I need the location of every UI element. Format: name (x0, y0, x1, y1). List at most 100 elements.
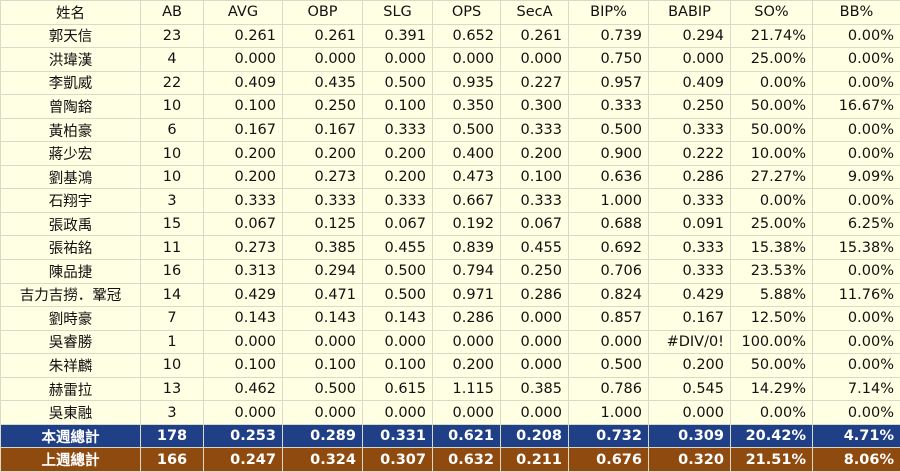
stat-cell: 0.706 (569, 260, 649, 284)
column-header: SecA (501, 1, 569, 25)
stat-cell: 20.42% (731, 424, 813, 448)
stat-cell: 0.00% (813, 48, 900, 72)
stat-cell: 0.000 (433, 401, 501, 425)
stat-cell: 16.67% (813, 95, 900, 119)
stat-cell: 0.333 (283, 189, 363, 213)
player-name: 本週總計 (1, 424, 141, 448)
stat-cell: 0.429 (649, 283, 731, 307)
stat-cell: 0.333 (649, 118, 731, 142)
player-name: 曾陶鎔 (1, 95, 141, 119)
stat-cell: 15.38% (813, 236, 900, 260)
stat-cell: 14.29% (731, 377, 813, 401)
stat-cell: 0.100 (204, 354, 283, 378)
stat-cell: 50.00% (731, 95, 813, 119)
stat-cell: 0.500 (433, 118, 501, 142)
stat-cell: 100.00% (731, 330, 813, 354)
stat-cell: 7 (141, 307, 204, 331)
stat-cell: 25.00% (731, 212, 813, 236)
stat-cell: 0.333 (501, 118, 569, 142)
stat-cell: 23.53% (731, 260, 813, 284)
stat-cell: 0.00% (731, 189, 813, 213)
stat-cell: 0.222 (649, 142, 731, 166)
stat-cell: 0.000 (501, 401, 569, 425)
stat-cell: 0.455 (501, 236, 569, 260)
stat-cell: 0.971 (433, 283, 501, 307)
stat-cell: 10 (141, 142, 204, 166)
player-name: 郭天信 (1, 24, 141, 48)
stat-cell: 0.200 (283, 142, 363, 166)
stat-cell: 0.409 (649, 71, 731, 95)
stat-cell: 0.676 (569, 448, 649, 472)
stat-cell: 0.455 (363, 236, 433, 260)
stat-cell: 0.167 (204, 118, 283, 142)
stat-cell: 12.50% (731, 307, 813, 331)
stat-cell: 50.00% (731, 118, 813, 142)
stat-cell: 0.00% (813, 354, 900, 378)
stat-cell: 0.200 (363, 165, 433, 189)
stat-cell: 14 (141, 283, 204, 307)
stat-cell: 0.00% (813, 189, 900, 213)
player-name: 吉力吉撈．鞏冠 (1, 283, 141, 307)
stat-cell: 0.409 (204, 71, 283, 95)
stat-cell: 0.636 (569, 165, 649, 189)
stat-cell: 0.261 (204, 24, 283, 48)
player-name: 劉時豪 (1, 307, 141, 331)
stat-cell: 0.294 (283, 260, 363, 284)
stat-cell: 16 (141, 260, 204, 284)
player-name: 陳品捷 (1, 260, 141, 284)
stat-cell: 0.091 (649, 212, 731, 236)
column-header: AVG (204, 1, 283, 25)
stat-cell: 0.300 (501, 95, 569, 119)
stat-cell: 0.200 (433, 354, 501, 378)
stat-cell: 0.261 (283, 24, 363, 48)
stat-cell: 0.000 (204, 330, 283, 354)
stat-cell: 0.331 (363, 424, 433, 448)
column-header: 姓名 (1, 1, 141, 25)
stat-cell: 178 (141, 424, 204, 448)
stat-cell: 0.211 (501, 448, 569, 472)
player-name: 張政禹 (1, 212, 141, 236)
stat-cell: 0.00% (813, 24, 900, 48)
stat-cell: 0.400 (433, 142, 501, 166)
stat-cell: 3 (141, 401, 204, 425)
stat-cell: 21.74% (731, 24, 813, 48)
stat-cell: 0.333 (569, 95, 649, 119)
stat-cell: 9.09% (813, 165, 900, 189)
player-name: 李凱威 (1, 71, 141, 95)
stat-cell: 0.00% (731, 71, 813, 95)
stat-cell: 0.333 (363, 189, 433, 213)
stat-cell: 11 (141, 236, 204, 260)
stat-cell: 10 (141, 165, 204, 189)
stat-cell: 0.250 (283, 95, 363, 119)
stat-cell: 0.824 (569, 283, 649, 307)
stat-cell: 0.253 (204, 424, 283, 448)
stat-cell: 0.067 (363, 212, 433, 236)
stat-cell: 0.320 (649, 448, 731, 472)
stat-cell: 0.00% (731, 401, 813, 425)
stat-cell: 1.000 (569, 401, 649, 425)
stat-cell: 0.000 (501, 330, 569, 354)
stat-cell: 11.76% (813, 283, 900, 307)
stat-cell: 4.71% (813, 424, 900, 448)
stat-cell: 0.000 (501, 354, 569, 378)
stat-cell: 0.000 (283, 401, 363, 425)
stat-cell: 0.615 (363, 377, 433, 401)
column-header: OBP (283, 1, 363, 25)
stat-cell: 27.27% (731, 165, 813, 189)
player-name: 朱祥麟 (1, 354, 141, 378)
column-header: OPS (433, 1, 501, 25)
stat-cell: 0.00% (813, 401, 900, 425)
stat-cell: 10 (141, 354, 204, 378)
stat-cell: 0.667 (433, 189, 501, 213)
stat-cell: 0.143 (204, 307, 283, 331)
